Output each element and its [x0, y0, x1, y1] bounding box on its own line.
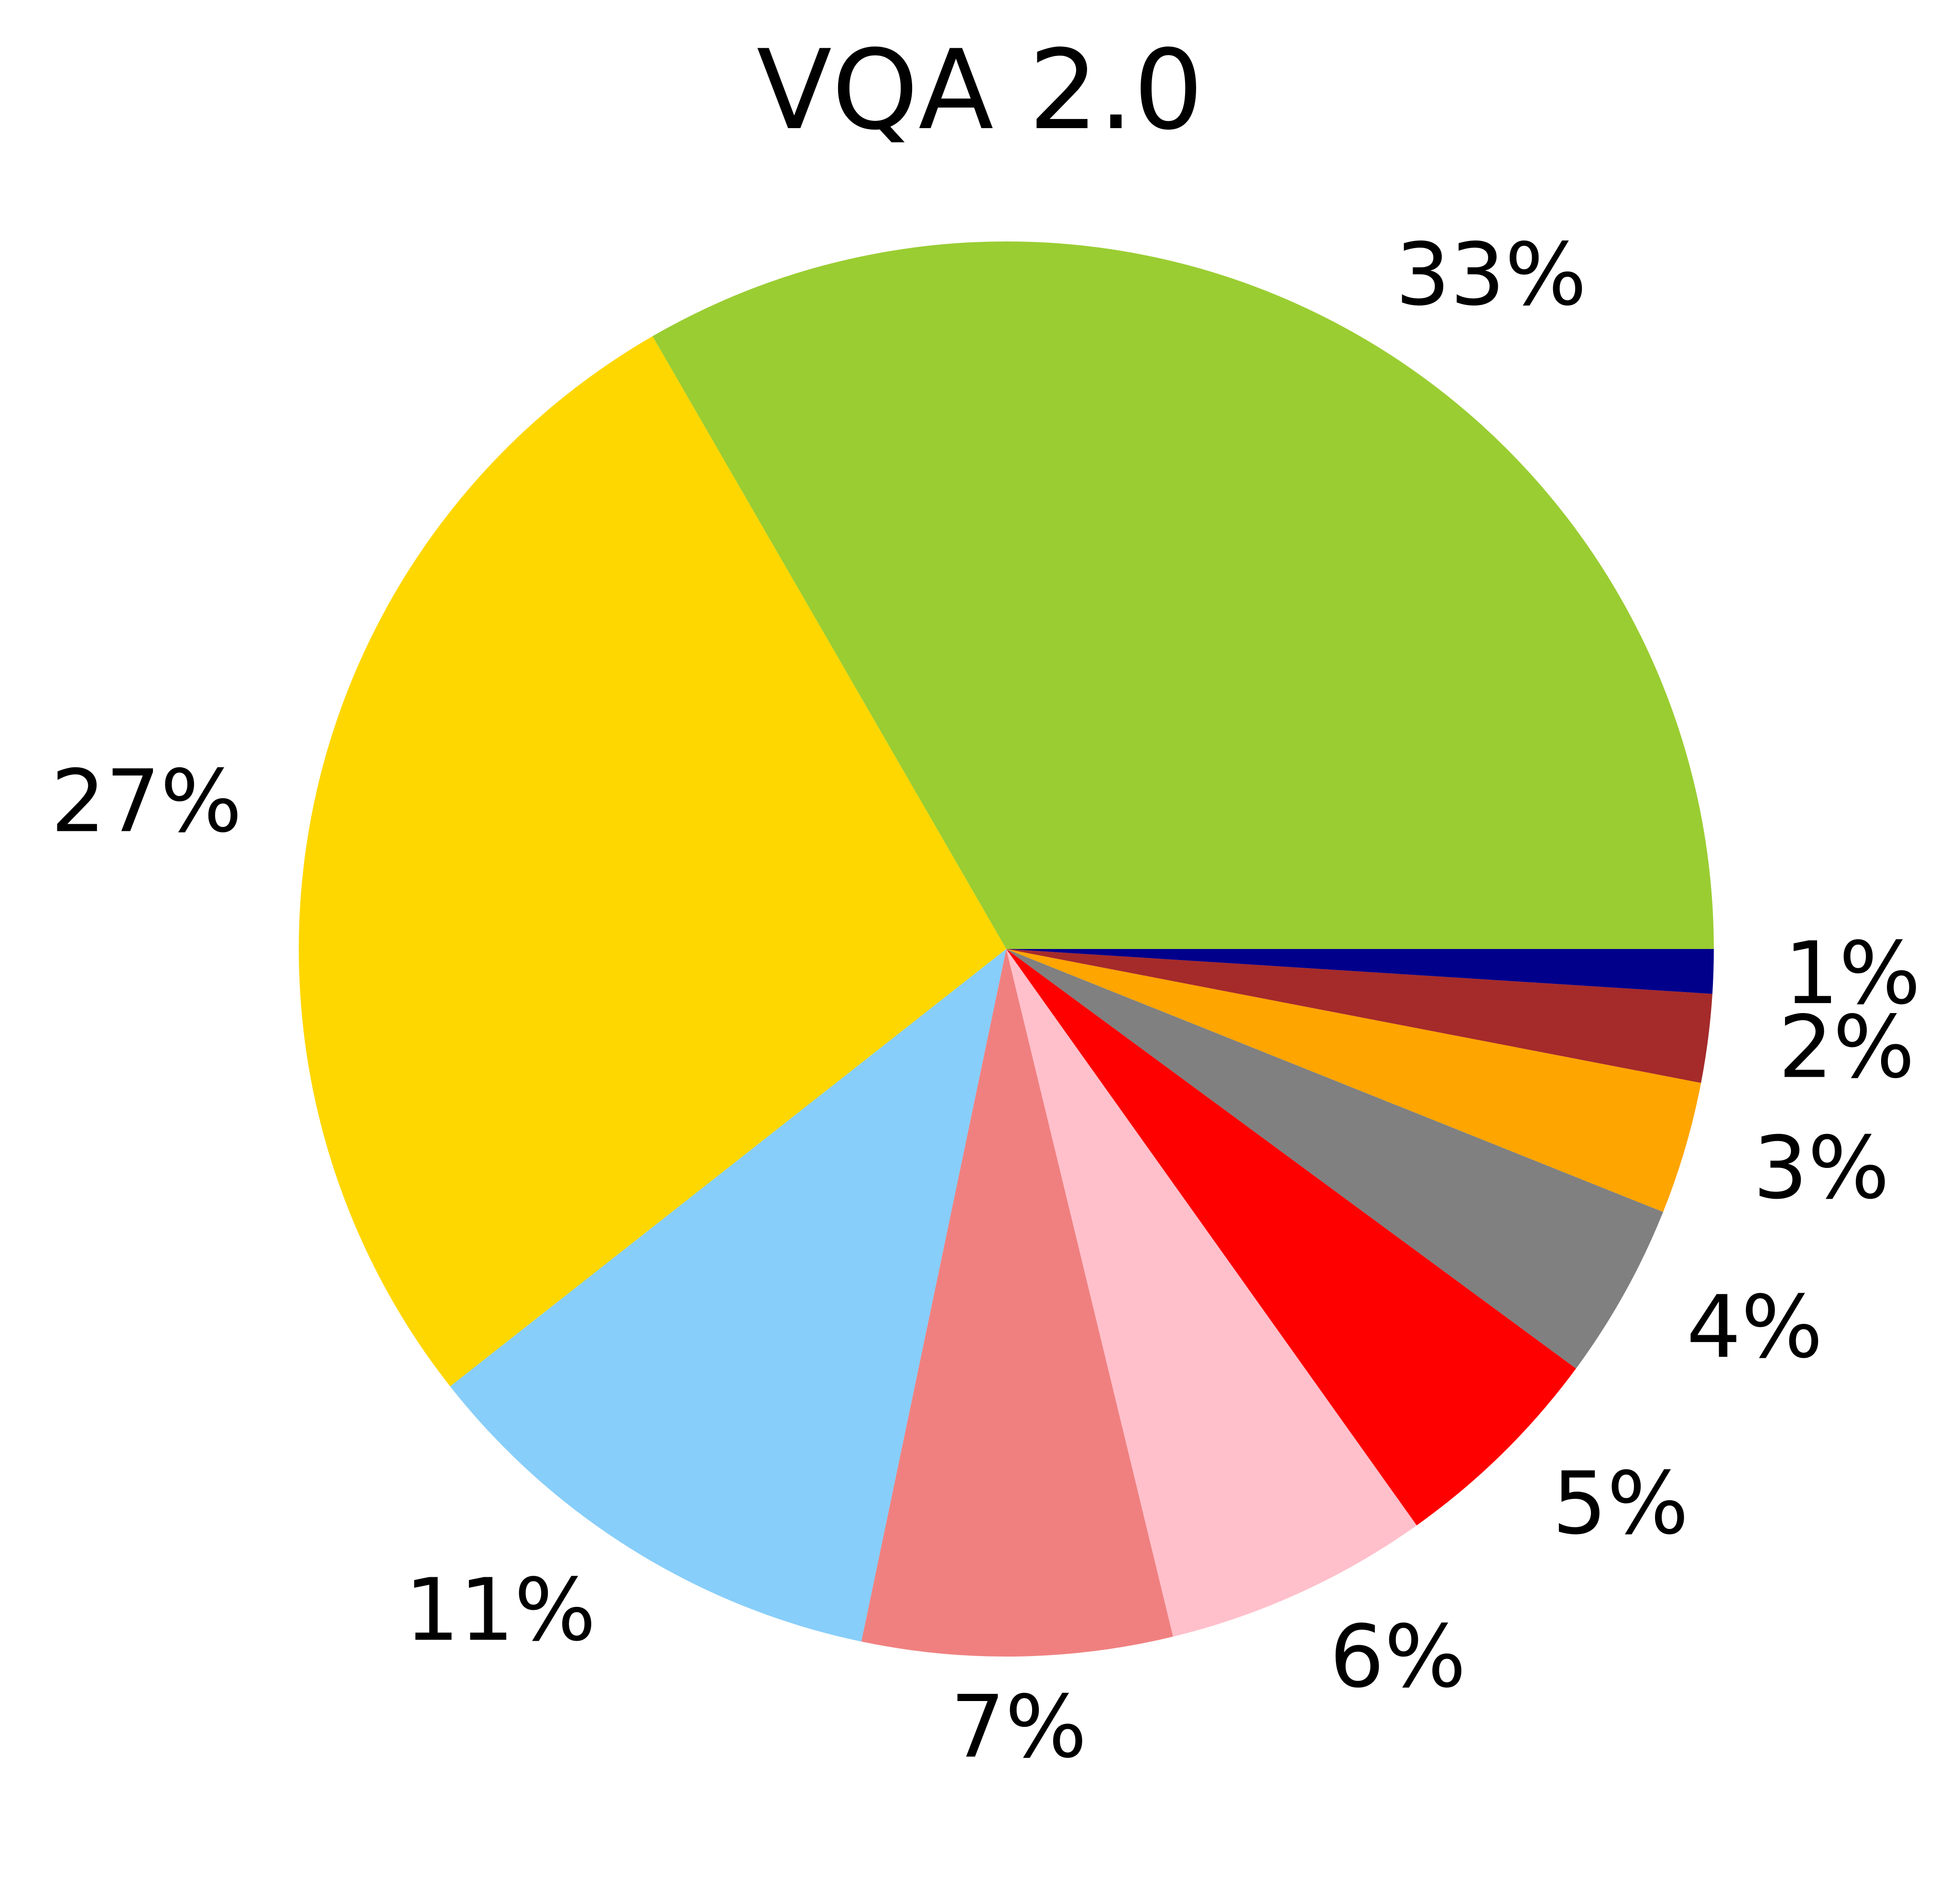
pie-label-2-pct: 2%	[1778, 998, 1915, 1098]
pie-slices	[298, 241, 1714, 1657]
pie-slice-7-pct	[861, 949, 1173, 1657]
pie-labels: 33% 27% 11% 7% 6% 5% 4% 3% 2%1%	[51, 225, 1920, 1778]
chart-title: VQA 2.0	[756, 27, 1204, 154]
pie-label-6-pct: 6%	[1329, 1607, 1466, 1707]
pie-slice-5-pct	[1006, 949, 1576, 1526]
pie-slice-3-pct	[1006, 949, 1701, 1212]
pie-label-27-pct: 27%	[51, 752, 242, 851]
pie-label-4-pct: 4%	[1687, 1277, 1823, 1377]
pie-slice-11-pct	[450, 949, 1007, 1642]
pie-slice-27-pct	[298, 336, 1006, 1386]
pie-slice-33-pct	[653, 241, 1714, 949]
pie-label-5-pct: 5%	[1552, 1454, 1689, 1554]
pie-slice-6-pct	[1006, 949, 1417, 1637]
pie-slice-1-pct	[1006, 949, 1714, 994]
pie-label-7-pct: 7%	[950, 1677, 1087, 1777]
pie-label-3-pct: 3%	[1753, 1118, 1890, 1218]
pie-slice-4-pct	[1006, 949, 1663, 1369]
pie-label-1-pct: 1%	[1784, 924, 1921, 1024]
pie-slice-2-pct	[1006, 949, 1713, 1083]
pie-label-11-pct: 11%	[405, 1560, 596, 1660]
pie-label-33-pct: 33%	[1395, 225, 1587, 325]
